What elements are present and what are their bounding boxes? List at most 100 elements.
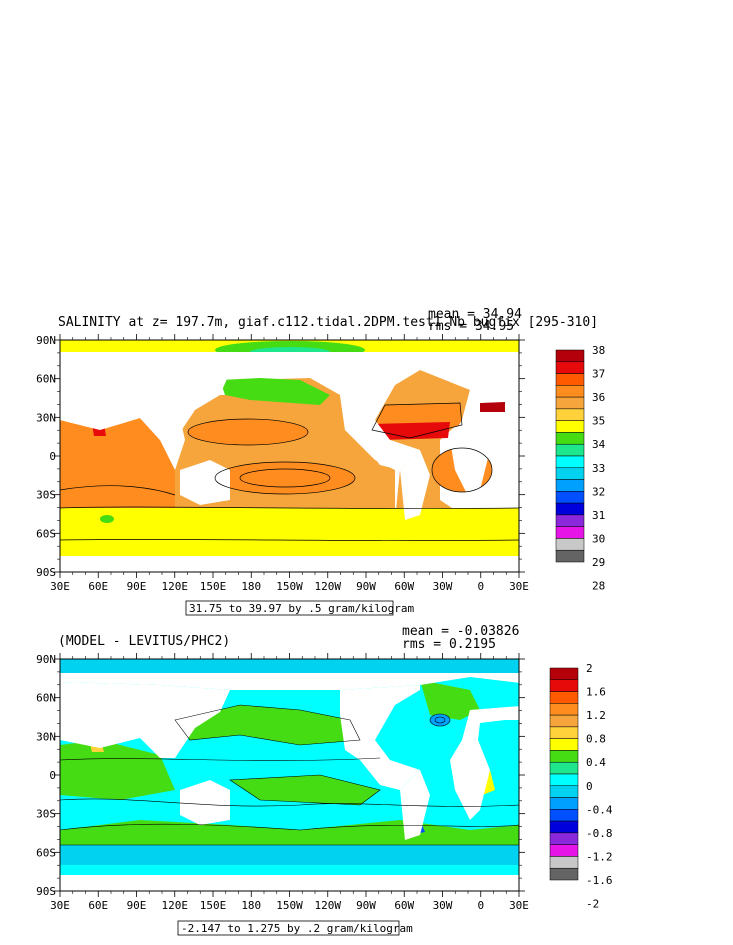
colorbar-swatch [555,514,585,527]
colorbar-swatch [555,420,585,433]
colorbar-swatch [549,750,579,763]
colorbar-label: 37 [592,368,605,381]
y-tick-labels: 90N 60N 30N 0 30S 60S 90S [36,653,56,898]
colorbar-label: -1.6 [586,874,613,887]
x-tick-label: 0 [477,899,484,912]
southern-ocean [60,508,519,556]
colorbar-swatch [555,443,585,457]
y-tick-label: 90S [36,885,56,898]
x-tick-label: 120E [162,899,189,912]
colorbar: 38 37 36 35 34 33 32 31 30 29 28 [555,344,606,593]
colorbar-swatch [549,667,579,681]
y-tick-label: 30N [36,411,56,424]
land-antarctica [60,875,519,891]
colorbar-swatch [555,396,585,410]
land-north [60,352,519,372]
colorbar-swatch [549,703,579,716]
x-tick-label: 60E [88,580,108,593]
colorbar-label: 28 [592,580,605,593]
colorbar-label: -0.8 [586,827,613,840]
y-tick-label: 60N [36,373,56,386]
subtropical-max [372,422,450,440]
x-tick-label: 150E [200,899,227,912]
colorbar-label: 2 [586,662,593,675]
arctic-band [60,659,519,673]
x-tick-label: 120W [315,580,342,593]
colorbar-label: 0 [586,780,593,793]
colorbar-swatch [549,761,579,775]
colorbar-swatch [549,679,579,692]
x-tick-label: 150W [276,580,303,593]
colorbar-label: 0.4 [586,756,606,769]
land-australia [180,780,230,825]
indian-ocean-positive [60,740,175,800]
x-tick-label: 90W [356,580,376,593]
range-label: 31.75 to 39.97 by .5 gram/kilogram [189,602,415,615]
contour-lines [60,704,519,846]
difference-map [60,659,519,891]
colorbar-swatch [555,479,585,492]
panel-title: (MODEL - LEVITUS/PHC2) [58,634,230,649]
x-tick-label: 60W [394,899,414,912]
x-tick-label: 90E [127,580,147,593]
colorbar-swatch [555,349,585,363]
x-tick-label: 90W [356,899,376,912]
rms-label: rms = 34.95 [428,319,514,334]
colorbar-label: 35 [592,415,605,428]
y-tick-label: 30N [36,730,56,743]
mean-label: mean = -0.03826 [402,624,519,639]
colorbar-swatch [555,455,585,469]
land-americas [340,365,420,470]
land-south-america [400,450,430,520]
rms-label: rms = 0.2195 [402,637,496,652]
north-pacific-fresh [220,378,330,405]
colorbar-label: 38 [592,344,605,357]
land-eurasia [60,682,230,758]
colorbar-label: 32 [592,485,605,498]
land-americas [340,685,420,790]
contour-lines [60,402,519,541]
x-tick-labels: 30E 60E 90E 120E 150E 180 150W 120W 90W 60W 30W 0 30… [50,899,529,912]
y-tick-label: 90N [36,653,56,666]
colorbar-swatch [549,844,579,857]
land-south-america [400,770,430,840]
difference-panel: (MODEL - LEVITUS/PHC2) mean = -0.03826 r… [36,624,613,936]
north-pacific-positive [175,705,360,745]
tick-marks [54,653,525,897]
colorbar-swatch [549,832,579,845]
indian-ocean [60,418,175,520]
y-tick-label: 30S [36,489,56,502]
colorbar-label: 30 [592,532,605,545]
x-tick-label: 30E [509,580,529,593]
x-tick-label: 30E [50,899,70,912]
colorbar-swatch [549,809,579,822]
x-tick-label: 30E [509,899,529,912]
x-tick-label: 30E [50,580,70,593]
colorbar-swatch [555,373,585,386]
x-tick-label: 180 [241,899,261,912]
colorbar-swatch [555,526,585,539]
y-tick-label: 30S [36,808,56,821]
colorbar-swatch [549,867,579,881]
x-tick-label: 60W [394,580,414,593]
southern-band-negative [60,845,519,865]
colorbar-swatch [549,691,579,704]
colorbar-swatch [555,385,585,398]
colorbar-swatch [555,491,585,504]
colorbar-label: 0.8 [586,733,606,746]
north-pacific-high [188,419,308,445]
south-pacific-high [215,462,355,494]
range-box [185,600,394,616]
colorbar-label: -2 [586,898,599,911]
land-africa [450,706,519,820]
land-australia [180,460,230,505]
land-eurasia [60,362,230,440]
land-antarctica [60,556,519,572]
colorbar-swatch [549,797,579,810]
colorbar-swatch [549,820,579,834]
x-tick-label: 150W [276,899,303,912]
x-tick-label: 120E [162,580,189,593]
x-tick-label: 180 [241,580,261,593]
land-africa [450,386,519,500]
